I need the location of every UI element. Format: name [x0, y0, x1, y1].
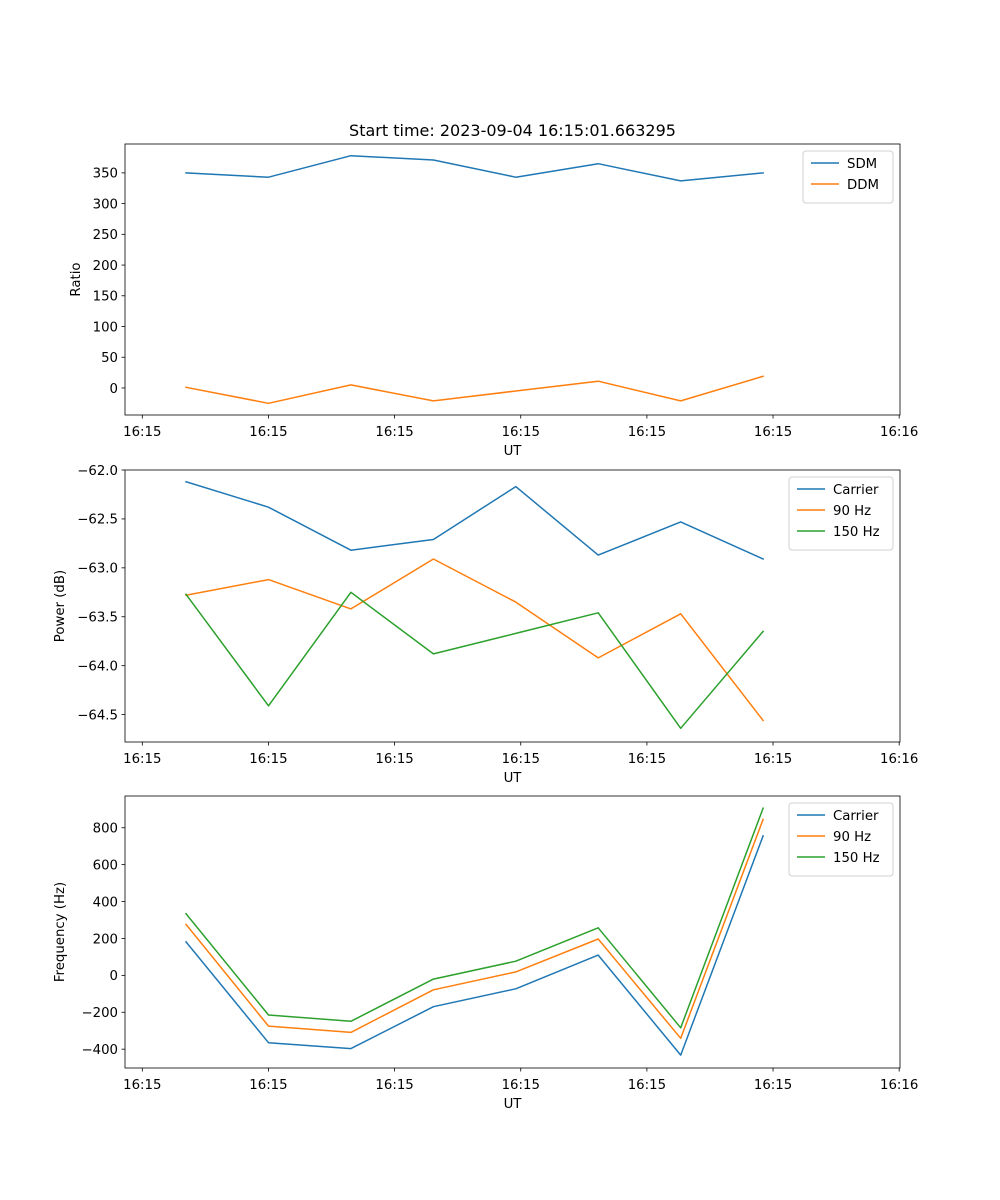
subplot-2: −64.5 −64.0 −63.5 −63.0 −62.5 −62.0 16:15 16:15… [53, 464, 918, 786]
x-tick-label: 16:15 [375, 752, 413, 767]
legend: Carrier 90 Hz 150 Hz [788, 802, 894, 877]
x-tick-label: 16:15 [754, 1078, 792, 1093]
y-tick-label: −64.0 [77, 659, 118, 674]
y-tick-label: 800 [93, 822, 118, 837]
x-tick-label: 16:15 [123, 425, 161, 440]
x-tick-label: 16:15 [123, 1078, 161, 1093]
figure-title: Start time: 2023-09-04 16:15:01.663295 [349, 121, 676, 140]
y-tick-label: −400 [81, 1043, 118, 1058]
subplot-3: −400 −200 0 200 400 600 800 16:15 16:15 16:15 16:1… [53, 795, 918, 1112]
x-tick-label: 16:15 [123, 752, 161, 767]
legend: Carrier 90 Hz 150 Hz [788, 476, 894, 551]
subplot-1: 0 50 100 150 200 250 300 350 16:15 16:15 16:15 16:1… [69, 143, 918, 459]
legend-label: Carrier [833, 483, 879, 498]
y-tick-label: 250 [93, 228, 118, 243]
legend-label: 150 Hz [833, 525, 880, 540]
y-tick-label: 300 [93, 197, 118, 212]
series-line-ddm [185, 375, 765, 405]
legend: SDM DDM [802, 150, 894, 204]
x-tick-label: 16:16 [880, 425, 918, 440]
series-line-carrier [184, 834, 765, 1056]
y-axis-label: Power (dB) [53, 570, 68, 642]
x-tick-label: 16:15 [249, 1078, 287, 1093]
series-line-150-hz [184, 591, 765, 730]
series-line-90-hz [185, 558, 765, 722]
x-axis-label: UT [504, 444, 523, 459]
series-line-90-hz [184, 818, 765, 1040]
y-tick-label: 100 [93, 320, 118, 335]
y-tick-label: 200 [93, 259, 118, 274]
y-tick-label: 150 [93, 290, 118, 305]
x-tick-label: 16:16 [880, 752, 918, 767]
y-tick-label: 350 [93, 167, 118, 182]
y-axis-label: Frequency (Hz) [53, 882, 68, 982]
y-axis-label: Ratio [69, 262, 84, 296]
y-tick-label: −63.0 [77, 562, 118, 577]
y-tick-label: −62.5 [77, 513, 118, 528]
legend-label: Carrier [833, 809, 879, 824]
legend-label: SDM [847, 157, 877, 172]
series-line-carrier [185, 480, 765, 560]
x-axis-label: UT [504, 771, 523, 786]
x-tick-label: 16:15 [628, 752, 666, 767]
x-tick-label: 16:15 [628, 425, 666, 440]
x-tick-label: 16:15 [375, 425, 413, 440]
x-tick-label: 16:15 [502, 425, 540, 440]
legend-label: 90 Hz [833, 504, 871, 519]
x-tick-label: 16:15 [502, 752, 540, 767]
y-tick-label: 0 [110, 969, 118, 984]
x-tick-label: 16:15 [754, 752, 792, 767]
y-tick-label: 50 [101, 351, 118, 366]
y-tick-label: −64.5 [77, 708, 118, 723]
y-tick-label: 200 [93, 932, 118, 947]
x-tick-label: 16:15 [375, 1078, 413, 1093]
legend-label: 150 Hz [833, 851, 880, 866]
y-tick-label: −200 [81, 1006, 118, 1021]
axes-frame [124, 795, 901, 1069]
x-tick-label: 16:15 [754, 425, 792, 440]
legend-label: DDM [847, 178, 879, 193]
y-tick-label: −63.5 [77, 611, 118, 626]
x-tick-label: 16:15 [249, 752, 287, 767]
axes-frame [124, 143, 901, 416]
x-tick-label: 16:15 [502, 1078, 540, 1093]
legend-box [802, 150, 894, 204]
x-tick-label: 16:16 [880, 1078, 918, 1093]
y-tick-label: 600 [93, 858, 118, 873]
y-tick-label: 400 [93, 895, 118, 910]
series-line-150-hz [184, 807, 765, 1029]
y-tick-label: 0 [110, 382, 118, 397]
x-tick-label: 16:15 [628, 1078, 666, 1093]
series-line-sdm [185, 154, 764, 182]
x-axis-label: UT [504, 1097, 523, 1112]
x-tick-label: 16:15 [249, 425, 287, 440]
y-tick-label: −62.0 [77, 464, 118, 479]
legend-label: 90 Hz [833, 830, 871, 845]
axes-frame [124, 469, 901, 743]
